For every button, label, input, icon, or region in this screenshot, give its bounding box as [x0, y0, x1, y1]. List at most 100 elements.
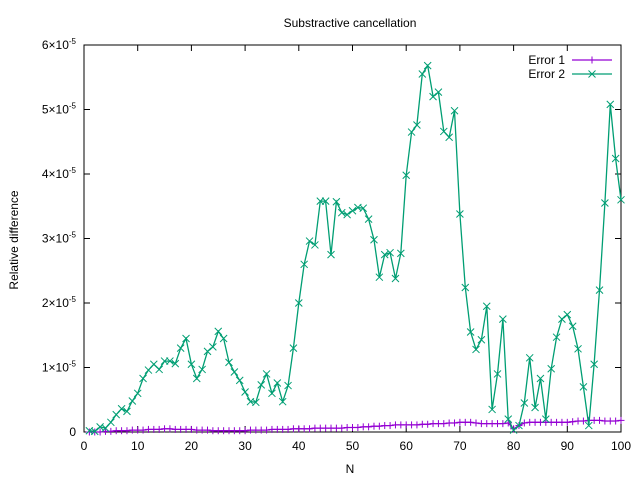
data-point [123, 407, 131, 416]
data-point [300, 260, 309, 269]
y-tick-label: 0 [69, 425, 76, 439]
data-point [182, 334, 190, 343]
y-tick-label: 4×10-5 [42, 166, 77, 181]
data-point [552, 333, 561, 342]
data-point [198, 365, 206, 374]
y-tick-label: 3×10-5 [42, 231, 77, 246]
data-point [359, 204, 368, 213]
y-axis-label: Relative difference [7, 190, 21, 289]
data-point [515, 421, 523, 430]
x-tick-label: 90 [561, 439, 575, 453]
legend-label: Error 1 [528, 53, 565, 67]
data-point [563, 418, 571, 426]
data-point [525, 353, 534, 362]
series-line [89, 63, 622, 433]
data-point [241, 427, 249, 435]
data-point [289, 344, 298, 353]
data-point [579, 382, 588, 391]
data-point [166, 425, 174, 433]
data-point [541, 415, 550, 423]
data-point [407, 128, 416, 136]
data-point [262, 370, 271, 378]
x-tick-label: 60 [400, 439, 414, 453]
series-error-2 [85, 61, 625, 436]
data-point [472, 345, 480, 354]
y-tick-mantissa: 4×10 [42, 167, 69, 181]
x-tick-label: 100 [611, 439, 631, 453]
x-tick-label: 40 [292, 439, 306, 453]
data-point [166, 357, 174, 365]
data-point [370, 235, 378, 244]
data-point [612, 417, 620, 425]
plot-border [83, 44, 622, 433]
data-point [461, 283, 470, 292]
data-point [499, 315, 507, 323]
data-point [257, 381, 266, 389]
data-point [413, 121, 421, 129]
data-point [123, 427, 131, 435]
data-point [219, 334, 228, 343]
data-point [187, 360, 196, 369]
data-point [338, 424, 346, 432]
data-point [386, 248, 394, 257]
data-point [509, 426, 518, 434]
y-tick-exponent: -5 [69, 37, 77, 46]
data-point [380, 250, 389, 259]
x-tick-label: 10 [131, 439, 145, 453]
data-point [413, 421, 421, 429]
data-point [284, 425, 292, 433]
data-point [128, 397, 137, 405]
data-point [133, 389, 142, 398]
data-point [391, 274, 400, 283]
data-point [499, 420, 507, 428]
data-point [235, 376, 244, 385]
data-point [472, 419, 480, 427]
data-point [327, 250, 335, 259]
data-point [611, 154, 620, 163]
data-point [343, 210, 351, 219]
data-point [520, 399, 529, 407]
series-layer [85, 61, 625, 436]
data-point [171, 359, 180, 368]
data-point [584, 421, 593, 430]
data-point [574, 344, 582, 353]
data-point [617, 195, 625, 204]
data-point [402, 171, 411, 180]
data-point [139, 426, 147, 434]
plot-frame [83, 44, 622, 433]
data-point [273, 379, 282, 387]
data-point [321, 197, 330, 205]
data-point [504, 415, 513, 423]
data-point [155, 365, 164, 374]
chart-title: Substractive cancellation [284, 16, 417, 30]
data-point [306, 425, 314, 433]
data-point [482, 302, 491, 311]
data-point [176, 344, 185, 353]
data-point [423, 61, 432, 70]
data-point [477, 335, 486, 344]
data-point [606, 100, 615, 109]
data-point [451, 419, 459, 427]
data-point [332, 197, 341, 206]
data-point [209, 343, 217, 351]
data-point [96, 428, 104, 436]
data-point [214, 327, 223, 336]
data-point [467, 418, 475, 426]
data-point [354, 423, 362, 431]
data-point [466, 328, 475, 336]
y-tick-mantissa: 0 [69, 425, 76, 439]
x-axis: 0 10 20 30 40 50 60 70 80 90 100 [81, 45, 631, 453]
data-point [579, 417, 587, 425]
y-tick-label: 2×10-5 [42, 295, 77, 310]
data-point [284, 381, 292, 390]
data-point [90, 427, 99, 436]
data-point [139, 374, 147, 383]
data-point [187, 425, 195, 433]
x-tick-label: 30 [238, 439, 252, 453]
data-point [568, 322, 577, 331]
y-tick-label: 6×10-5 [42, 37, 77, 52]
data-point [418, 70, 427, 78]
data-point [311, 241, 319, 249]
